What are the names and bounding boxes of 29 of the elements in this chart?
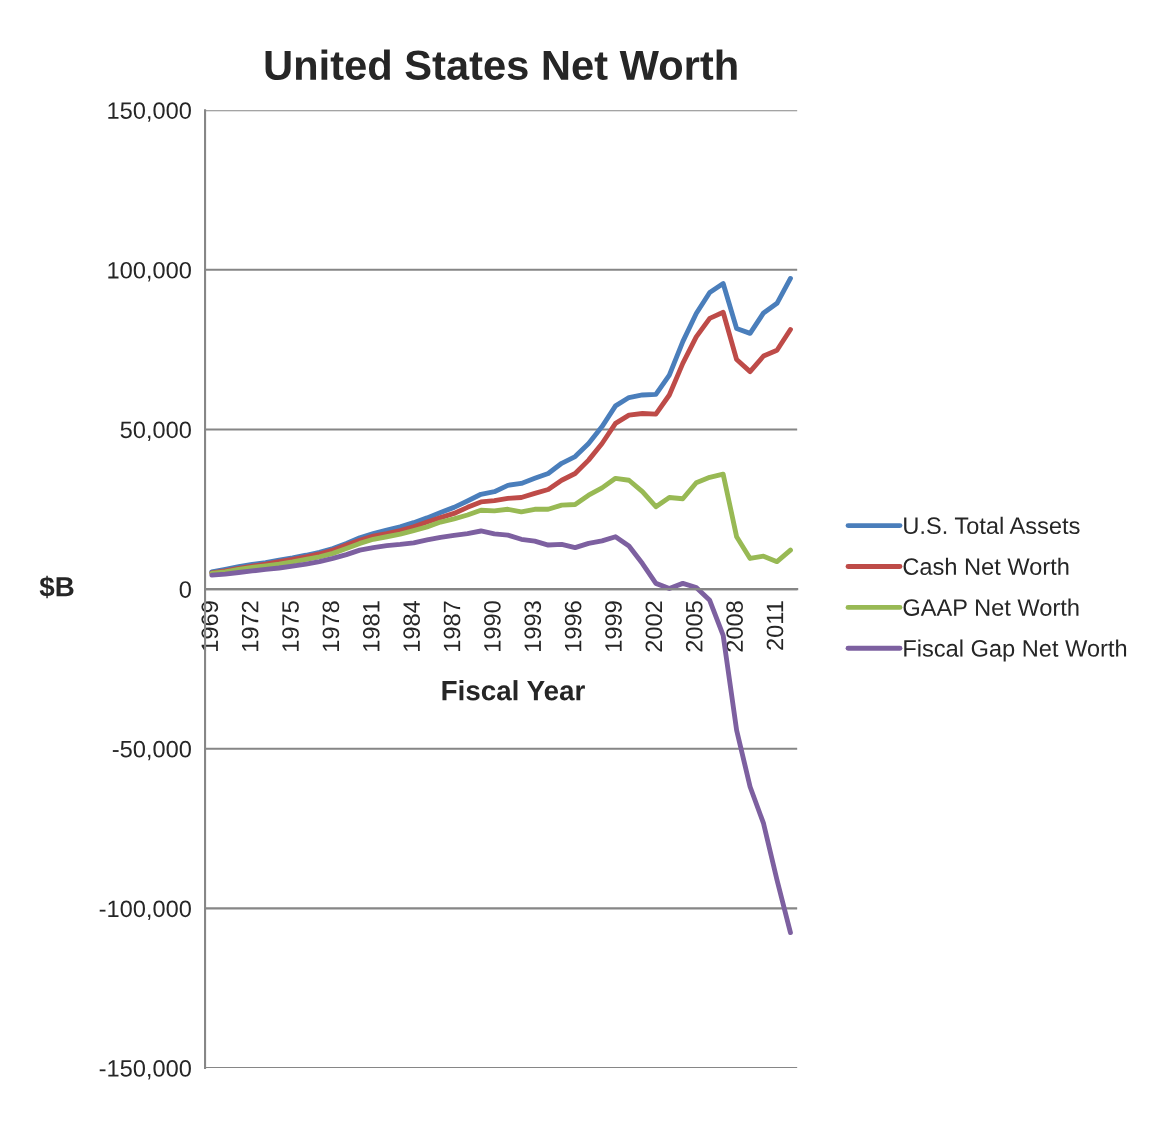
y-axis-title: $B (39, 575, 74, 599)
line-series (209, 471, 793, 576)
legend-label: GAAP Net Worth (903, 598, 1079, 616)
x-tick-label: 1999 (605, 601, 622, 651)
x-tick-label: 1990 (484, 601, 501, 651)
legend-label: U.S. Total Assets (904, 516, 1080, 535)
y-tick-label: -100,000 (99, 900, 191, 920)
x-tick-label: 1978 (322, 601, 340, 651)
y-tick-label: 50,000 (120, 421, 191, 442)
legend-label: Cash Net Worth (903, 557, 1069, 575)
x-tick-label: 2002 (645, 601, 663, 652)
x-tick-label: 1987 (443, 601, 461, 651)
x-tick-label: 1993 (524, 601, 542, 651)
x-tick-label: 1972 (241, 601, 259, 651)
y-tick-label: -50,000 (112, 740, 191, 761)
y-tick-label: 150,000 (108, 102, 191, 122)
y-tick-label: 100,000 (108, 261, 191, 282)
x-tick-label: 1981 (362, 601, 380, 651)
y-tick-label: 0 (179, 581, 191, 598)
y-tick-label: -150,000 (99, 1060, 191, 1080)
x-tick-label: 1975 (282, 601, 299, 651)
x-tick-label: 1996 (564, 601, 582, 651)
x-tick-label: 2008 (726, 601, 743, 652)
x-tick-label: 2011 (766, 601, 784, 650)
x-axis-title: Fiscal Year (442, 680, 585, 701)
chart-title: United States Net Worth (265, 49, 737, 81)
x-tick-label: 1984 (403, 600, 420, 651)
x-tick-label: 2005 (685, 601, 703, 652)
legend-label: Fiscal Gap Net Worth (904, 639, 1127, 662)
